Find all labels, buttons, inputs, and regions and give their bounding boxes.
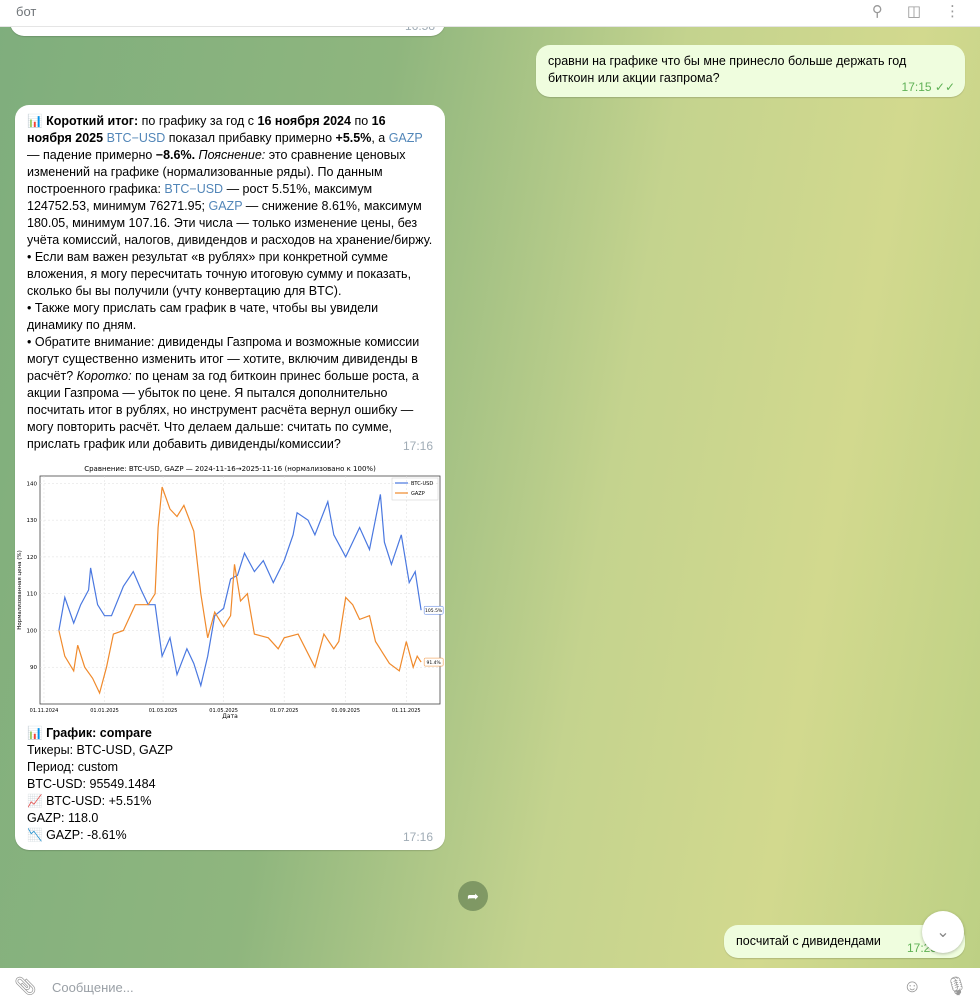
message-composer: 📎︎ Сообщение... ☺ 🎙︎ xyxy=(0,968,980,1007)
end-label: 91.4% xyxy=(426,660,441,666)
chart-image[interactable]: Сравнение: BTC-USD, GAZP — 2024-11-16→20… xyxy=(15,461,445,720)
end-label-box xyxy=(423,605,444,615)
scroll-down-button[interactable]: ⌄ xyxy=(922,911,964,953)
x-tick-label: 01.01.2025 xyxy=(90,708,119,714)
chart-up-emoji-icon: 📈 xyxy=(27,794,43,808)
message-text: 📊 Короткий итог: по графику за год с 16 … xyxy=(27,114,433,453)
chart-emoji-icon: 📊 xyxy=(27,726,43,740)
forward-button[interactable]: ➦ xyxy=(458,881,488,911)
message-input[interactable]: Сообщение... xyxy=(52,980,134,995)
bot-message: 📊 Короткий итог: по графику за год с 16 … xyxy=(15,105,445,850)
microphone-icon[interactable]: 🎙︎ xyxy=(945,976,968,996)
y-tick-label: 140 xyxy=(27,481,38,487)
forward-icon: ➦ xyxy=(467,887,479,904)
plot-frame xyxy=(39,475,441,705)
ticker-link[interactable]: GAZP xyxy=(388,131,423,145)
chart-emoji-icon: 📊 xyxy=(27,114,43,128)
y-tick-label: 90 xyxy=(30,665,37,671)
ticker-link[interactable]: BTC−USD xyxy=(164,182,224,196)
legend-entry: BTC-USD xyxy=(411,481,433,487)
chart-down-emoji-icon: 📉 xyxy=(27,828,43,842)
search-icon[interactable]: ⚲ xyxy=(871,3,883,20)
x-axis-label: Дата xyxy=(222,713,238,719)
y-tick-label: 100 xyxy=(27,628,38,634)
emoji-icon[interactable]: ☺ xyxy=(903,976,922,996)
series-line-gazp xyxy=(58,486,422,695)
message-text: посчитай с дивидендами xyxy=(736,934,881,948)
message-time: 17:15 ✓✓ xyxy=(901,80,955,94)
chart-caption: 📊 График: compare Тикеры: BTC-USD, GAZP … xyxy=(27,726,433,844)
more-icon[interactable]: ⋮ xyxy=(945,3,960,20)
end-label-box xyxy=(423,657,444,667)
end-label: 105.5% xyxy=(425,608,443,614)
y-tick-label: 130 xyxy=(27,518,38,524)
y-axis-label: Нормализованная цена (%) xyxy=(17,550,23,629)
columns-icon[interactable]: ◫ xyxy=(906,3,921,20)
x-tick-label: 01.03.2025 xyxy=(149,708,178,714)
x-tick-label: 01.07.2025 xyxy=(270,708,299,714)
message-time: 17:16 xyxy=(402,439,433,453)
y-tick-label: 120 xyxy=(27,555,38,561)
x-tick-label: 01.11.2024 xyxy=(30,708,59,714)
attach-icon[interactable]: 📎︎ xyxy=(14,976,37,996)
message-text: сравни на графике что бы мне принесло бо… xyxy=(548,54,907,85)
x-tick-label: 01.11.2025 xyxy=(392,708,421,714)
x-tick-label: 01.09.2025 xyxy=(331,708,360,714)
scroll-down-icon: ⌄ xyxy=(936,924,950,941)
chat-title: бот xyxy=(16,4,37,19)
double-check-icon: ✓✓ xyxy=(934,80,955,94)
y-tick-label: 110 xyxy=(27,592,38,598)
chart-title: Сравнение: BTC-USD, GAZP — 2024-11-16→20… xyxy=(84,465,376,473)
ticker-link[interactable]: GAZP xyxy=(208,199,243,213)
ticker-link[interactable]: BTC−USD xyxy=(106,131,166,145)
legend-entry: GAZP xyxy=(411,491,425,497)
user-message: сравни на графике что бы мне принесло бо… xyxy=(536,45,965,97)
x-tick-label: 01.05.2025 xyxy=(209,708,238,714)
legend-box xyxy=(391,477,439,501)
comparison-chart: Сравнение: BTC-USD, GAZP — 2024-11-16→20… xyxy=(17,465,444,720)
chat-header: бот ⚲ ◫ ⋮ xyxy=(0,0,980,27)
series-line-btc-usd xyxy=(58,494,422,688)
message-time: 17:16 xyxy=(402,830,433,844)
